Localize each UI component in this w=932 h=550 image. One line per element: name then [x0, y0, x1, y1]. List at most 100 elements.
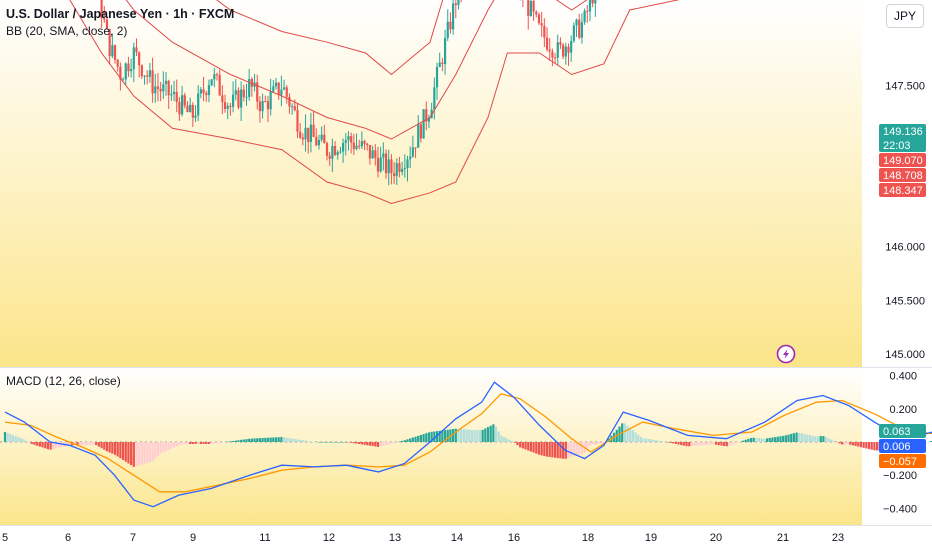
candle-body [443, 37, 447, 64]
bollinger-lower-line [69, 0, 680, 205]
macd-histogram-bar [277, 437, 280, 442]
candle-body [545, 37, 549, 50]
macd-histogram-bar [723, 442, 726, 447]
macd-histogram-bar [929, 440, 932, 442]
macd-histogram-bar [795, 432, 798, 442]
macd-histogram-bar [508, 439, 511, 442]
candle-body [532, 0, 535, 12]
candle-body [325, 143, 329, 156]
time-axis-ticks: 5 6 7 9 11 12 13 14 16 18 19 20 21 23 [2, 532, 844, 544]
macd-histogram-bar [875, 442, 879, 451]
macd-histogram-bar [717, 442, 720, 446]
macd-histogram-bar [519, 442, 522, 448]
bollinger-legend[interactable]: BB (20, SMA, close, 2) [6, 24, 128, 38]
macd-histogram-bar [470, 429, 473, 442]
macd-histogram-bar [854, 442, 857, 446]
candle-body [205, 93, 208, 96]
macd-histogram-bar [30, 442, 33, 445]
candle-body [135, 47, 138, 53]
macd-histogram-bar [89, 442, 92, 445]
macd-histogram-bar [25, 440, 28, 442]
time-axis-background[interactable] [0, 525, 932, 550]
macd-histogram-bar [645, 438, 648, 442]
candle-body [181, 95, 184, 115]
macd-histogram-bar [398, 441, 401, 443]
lightning-icon[interactable] [776, 344, 796, 364]
macd-histogram-bar [685, 442, 688, 447]
macd-histogram-bar [849, 442, 852, 445]
macd-histogram-bar [808, 435, 812, 442]
macd-histogram-bar [250, 438, 253, 442]
macd-histogram-bar [371, 442, 374, 447]
macd-histogram-bar [559, 442, 562, 459]
candle-body [154, 86, 157, 94]
candle-body [304, 127, 307, 140]
macd-histogram-bar [669, 442, 672, 443]
candle-body [307, 127, 310, 142]
macd-histogram-bar [403, 440, 406, 442]
macd-histogram-bar [629, 427, 632, 442]
price-axis-tick: 147.500 [885, 80, 925, 92]
macd-histogram-bar [325, 442, 329, 443]
macd-histogram-bar [323, 442, 326, 443]
macd-histogram-bar [562, 442, 565, 459]
bb-lower-badge-text: 148.347 [883, 185, 923, 197]
candle-body [261, 100, 264, 112]
candle-body [221, 95, 224, 103]
candle-body [229, 105, 232, 107]
macd-histogram-bar [446, 429, 449, 442]
candle-body [207, 85, 211, 96]
candle-body [248, 78, 251, 97]
macd-histogram-bar [419, 434, 423, 442]
candle-body [392, 173, 396, 177]
macd-histogram-bar [151, 442, 154, 462]
macd-histogram-bar [623, 423, 626, 442]
macd-histogram-bar [790, 433, 793, 442]
macd-histogram-bar [693, 442, 696, 446]
macd-histogram-bar [20, 438, 23, 442]
candle-body [537, 14, 541, 24]
macd-histogram-bar [392, 442, 396, 443]
macd-histogram-bar [121, 442, 125, 460]
macd-histogram-bar [728, 442, 731, 446]
macd-histogram-bar [666, 442, 669, 443]
macd-histogram-bar [395, 442, 398, 443]
candle-body [148, 70, 151, 77]
candle-body [138, 52, 141, 66]
macd-histogram-bar [763, 438, 766, 442]
macd-histogram-bar [521, 442, 524, 449]
candle-body [457, 0, 460, 6]
macd-histogram-bar [221, 442, 224, 443]
macd-histogram-bar [355, 442, 358, 444]
macd-histogram-bar [599, 442, 602, 444]
candle-body [411, 147, 414, 157]
candle-body [231, 94, 235, 107]
macd-histogram-bar [698, 442, 702, 446]
macd-histogram-bar [771, 437, 774, 442]
macd-histogram-bar [409, 438, 412, 442]
macd-histogram-bar [124, 442, 127, 462]
macd-histogram-bar [680, 442, 683, 446]
candle-body [116, 59, 119, 67]
candle-body [215, 74, 219, 76]
macd-histogram-bar [68, 442, 71, 446]
macd-signal-badge-text: −0.057 [883, 456, 917, 468]
macd-histogram-bar [596, 442, 600, 444]
macd-histogram-bar [677, 442, 680, 445]
macd-histogram-bar [210, 442, 213, 444]
candle-body [285, 87, 288, 97]
macd-histogram-bar [468, 429, 471, 442]
currency-button[interactable]: JPY [886, 4, 924, 28]
macd-legend[interactable]: MACD (12, 26, close) [6, 374, 121, 388]
macd-histogram-bar [503, 437, 506, 442]
chart-title[interactable]: U.S. Dollar / Japanese Yen · 1h · FXCM [6, 7, 235, 21]
candle-body [172, 91, 176, 95]
candle-body [529, 0, 533, 16]
candle-body [320, 134, 323, 140]
macd-histogram-bar [309, 441, 312, 443]
macd-histogram-bar [744, 439, 747, 442]
candle-body [240, 89, 243, 108]
candle-body [159, 88, 162, 92]
macd-histogram-bar [57, 442, 60, 448]
